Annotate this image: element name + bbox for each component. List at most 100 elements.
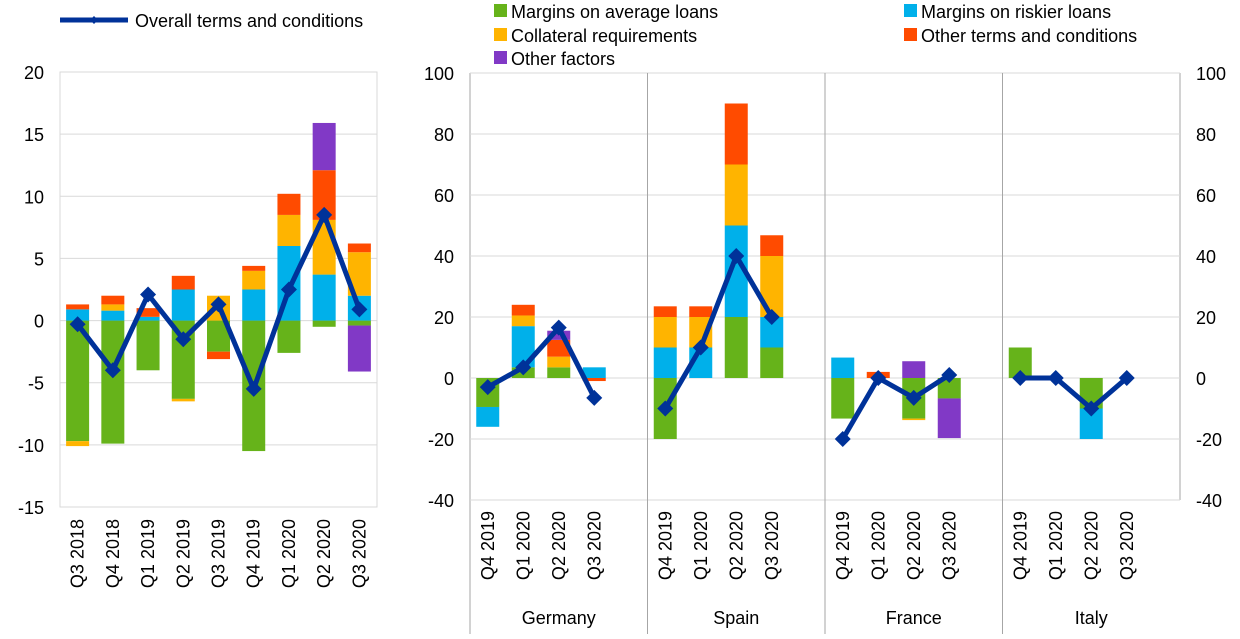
legend: Overall terms and conditions Margins on … — [60, 2, 1137, 69]
right-group-label-italy: Italy — [1075, 608, 1108, 628]
right-chart: -40 -40 -20 -20 0 0 20 20 40 40 60 60 80 80 100 100 Q4 2… — [424, 64, 1226, 634]
left-x-tick-label-8: Q3 2020 — [349, 519, 369, 588]
right-italy-overall-marker-2 — [1083, 400, 1100, 417]
right-italy-x-tick-label-3: Q3 2020 — [1117, 511, 1137, 580]
right-spain-overall-marker-0 — [657, 400, 674, 417]
right-italy-overall-marker-3 — [1118, 370, 1135, 386]
legend-label-other-factors: Other factors — [511, 49, 615, 69]
right-y-tick-label-left-6: 80 — [434, 125, 454, 145]
left-bar-3-margins-risk — [171, 289, 195, 321]
right-spain-bar-0-margins-risk — [653, 347, 677, 378]
right-france-bar-3-margins-avg — [937, 378, 961, 399]
right-spain-bar-2-other-terms — [724, 103, 748, 165]
left-bar-8-other-factors — [347, 325, 371, 372]
left-bar-6-other-terms — [277, 193, 301, 215]
right-spain-bar-2-margins-risk — [724, 225, 748, 317]
left-y-tick-label-7: 20 — [24, 63, 44, 83]
left-bar-6-collateral — [277, 214, 301, 246]
right-france-x-tick-label-0: Q4 2019 — [833, 511, 853, 580]
right-spain-x-tick-label-0: Q4 2019 — [655, 511, 675, 580]
right-france-bar-0-margins-avg — [831, 378, 855, 419]
right-germany-bar-3-other-terms — [582, 378, 606, 382]
right-y-tick-label-right-0: -40 — [1196, 491, 1222, 511]
right-spain-bar-1-collateral — [689, 317, 713, 348]
right-y-tick-label-left-3: 20 — [434, 308, 454, 328]
left-x-tick-label-3: Q2 2019 — [173, 519, 193, 588]
right-italy-x-tick-label-2: Q2 2020 — [1081, 511, 1101, 580]
right-germany-bar-1-other-terms — [511, 304, 535, 316]
legend-overall-label: Overall terms and conditions — [135, 11, 363, 31]
right-germany-x-tick-label-1: Q1 2020 — [513, 511, 533, 580]
left-overall-marker-6 — [280, 281, 297, 298]
legend-overall-marker — [90, 16, 98, 24]
left-y-tick-label-1: -10 — [18, 436, 44, 456]
left-bar-3-other-terms — [171, 275, 195, 290]
legend-label-other-terms: Other terms and conditions — [921, 26, 1137, 46]
left-overall-marker-4 — [210, 296, 227, 313]
right-italy-bar-0-margins-avg — [1008, 347, 1032, 378]
right-italy-x-tick-label-1: Q1 2020 — [1046, 511, 1066, 580]
legend-swatch-other-factors — [494, 51, 507, 64]
left-bar-1-margins-avg — [101, 320, 125, 444]
right-group-label-germany: Germany — [522, 608, 596, 628]
left-bar-5-other-terms — [242, 265, 266, 271]
left-bar-5-collateral — [242, 270, 266, 290]
left-bar-4-margins-avg — [207, 320, 230, 352]
right-y-tick-label-right-3: 20 — [1196, 308, 1216, 328]
left-bar-1-other-terms — [101, 295, 125, 305]
right-spain-bar-3-margins-avg — [760, 347, 784, 378]
right-italy-x-tick-label-0: Q4 2019 — [1010, 511, 1030, 580]
right-germany-x-tick-label-0: Q4 2019 — [478, 511, 498, 580]
left-bar-8-collateral — [347, 252, 371, 296]
right-germany-overall-marker-2 — [550, 319, 567, 336]
right-y-tick-label-right-6: 80 — [1196, 125, 1216, 145]
right-spain-bar-3-other-terms — [760, 235, 784, 256]
right-italy-overall-marker-1 — [1047, 370, 1064, 386]
right-france-bar-2-other-factors — [902, 361, 926, 378]
right-spain-x-tick-label-3: Q3 2020 — [762, 511, 782, 580]
left-overall-marker-0 — [69, 316, 86, 333]
left-y-tick-label-2: -5 — [28, 374, 44, 394]
right-spain-overall-marker-3 — [763, 309, 780, 325]
legend-label-collateral: Collateral requirements — [511, 26, 697, 46]
legend-label-margins-risk: Margins on riskier loans — [921, 2, 1111, 22]
legend-label-margins-avg: Margins on average loans — [511, 2, 718, 22]
right-france-bar-3-other-factors — [937, 398, 961, 439]
left-bar-6-margins-avg — [277, 320, 301, 353]
left-x-tick-label-0: Q3 2018 — [68, 519, 88, 588]
right-spain-x-tick-label-1: Q1 2020 — [691, 511, 711, 580]
right-y-tick-label-right-2: 0 — [1196, 369, 1206, 389]
right-italy-overall-line — [1020, 375, 1129, 411]
left-bar-7-other-factors — [312, 122, 336, 171]
left-y-tick-label-5: 10 — [24, 187, 44, 207]
right-germany-x-tick-label-2: Q2 2020 — [549, 511, 569, 580]
right-y-tick-label-right-4: 40 — [1196, 247, 1216, 267]
right-germany-bar-3-margins-risk — [582, 367, 606, 378]
left-bar-7-margins-risk — [312, 274, 336, 321]
right-france-overall-marker-3 — [941, 366, 958, 383]
left-bar-0-other-terms — [66, 304, 90, 310]
right-italy-bar-2-margins-risk — [1079, 408, 1103, 439]
left-bar-2-margins-avg — [136, 320, 160, 371]
right-germany-bar-0-margins-risk — [476, 406, 500, 427]
left-x-tick-label-6: Q1 2020 — [279, 519, 299, 588]
left-bar-4-other-terms — [207, 351, 230, 360]
right-germany-overall-marker-1 — [515, 359, 532, 376]
left-x-tick-label-7: Q2 2020 — [314, 519, 334, 588]
right-y-tick-label-right-5: 60 — [1196, 186, 1216, 206]
left-x-tick-label-5: Q4 2019 — [244, 519, 264, 588]
right-germany-overall-marker-0 — [479, 379, 496, 396]
right-spain-bar-3-margins-risk — [760, 317, 784, 348]
legend-swatch-margins-avg — [494, 4, 507, 17]
right-spain-bar-2-margins-avg — [724, 317, 748, 378]
right-france-overall-marker-0 — [834, 431, 851, 447]
right-y-tick-label-left-2: 0 — [444, 369, 454, 389]
right-y-tick-label-right-1: -20 — [1196, 430, 1222, 450]
left-bar-2-margins-risk — [136, 316, 160, 321]
left-bar-2-other-terms — [136, 308, 160, 317]
left-bar-8-other-terms — [347, 243, 371, 253]
left-bar-1-collateral — [101, 304, 125, 311]
left-x-tick-label-2: Q1 2019 — [138, 519, 158, 588]
legend-swatch-other-terms — [904, 28, 917, 41]
